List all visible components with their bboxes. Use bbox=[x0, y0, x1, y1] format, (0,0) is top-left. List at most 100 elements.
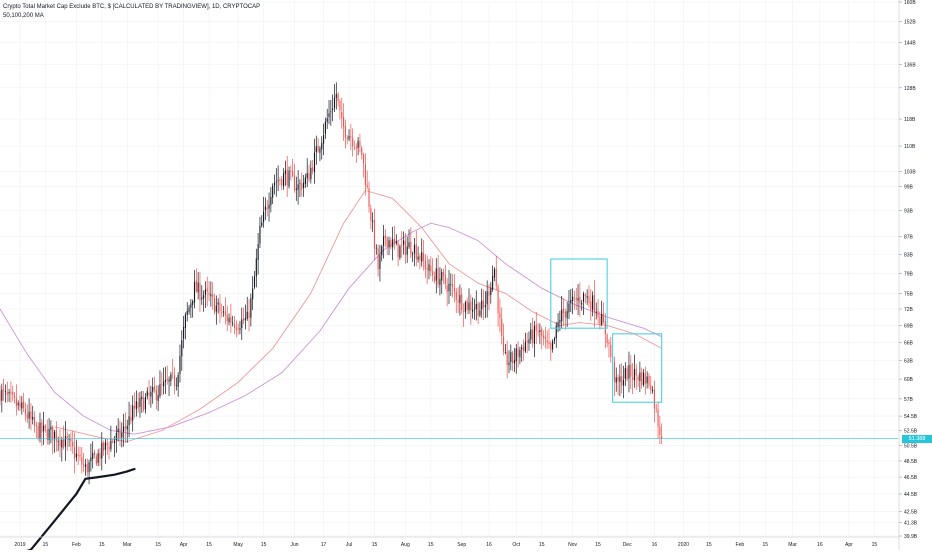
candle bbox=[326, 108, 328, 129]
time-tick-label: 15 bbox=[372, 542, 378, 548]
candle bbox=[183, 315, 185, 349]
candle bbox=[573, 290, 575, 310]
candle-body bbox=[206, 288, 208, 292]
candle bbox=[93, 449, 96, 459]
candle bbox=[343, 103, 345, 141]
candle-body bbox=[388, 240, 390, 247]
candle-body bbox=[141, 396, 143, 399]
candle-body bbox=[455, 291, 457, 300]
candle-body bbox=[153, 386, 156, 391]
candle bbox=[468, 288, 470, 314]
candle-body bbox=[250, 298, 252, 318]
price-tick-label: 110B bbox=[904, 144, 916, 150]
candle-body bbox=[273, 182, 276, 186]
candle-body bbox=[197, 282, 199, 293]
candle-body bbox=[213, 297, 216, 313]
time-tick-label: 15 bbox=[706, 542, 712, 548]
candle-body bbox=[53, 431, 56, 440]
price-tick-label: 39.9B bbox=[904, 534, 918, 540]
candle bbox=[408, 229, 410, 249]
candle bbox=[208, 281, 210, 302]
candle-body bbox=[17, 402, 19, 406]
candle-body bbox=[457, 300, 459, 302]
candle bbox=[377, 244, 379, 277]
candle bbox=[281, 175, 283, 191]
candle-body bbox=[144, 396, 146, 410]
candle bbox=[159, 370, 161, 399]
candle bbox=[361, 146, 363, 160]
candle-body bbox=[472, 309, 474, 312]
candle bbox=[257, 233, 259, 275]
candle-body bbox=[452, 284, 454, 287]
candle bbox=[272, 183, 274, 205]
candle-body bbox=[504, 352, 506, 353]
candle bbox=[284, 160, 286, 186]
candle bbox=[104, 438, 106, 464]
candle bbox=[21, 396, 23, 415]
candle bbox=[482, 289, 485, 321]
candle bbox=[212, 282, 214, 310]
candle-body bbox=[386, 237, 388, 247]
candle-body bbox=[344, 126, 346, 138]
candle bbox=[615, 367, 617, 392]
candle-body bbox=[439, 279, 441, 285]
candle bbox=[542, 330, 545, 346]
candle-body bbox=[406, 246, 408, 255]
candle bbox=[430, 256, 432, 277]
candle bbox=[499, 298, 501, 333]
candle-body bbox=[530, 329, 532, 340]
candle-body bbox=[312, 167, 314, 171]
candle bbox=[3, 378, 5, 401]
candle-body bbox=[106, 443, 108, 446]
candle-body bbox=[572, 296, 574, 302]
candle bbox=[141, 391, 143, 413]
price-tick-label: 44.5B bbox=[904, 492, 918, 498]
chart-legend: Crypto Total Market Cap Exclude BTC, $ [… bbox=[3, 3, 260, 21]
candle bbox=[253, 270, 256, 290]
candle-body bbox=[203, 295, 205, 299]
candle bbox=[428, 259, 430, 280]
candle bbox=[166, 365, 168, 385]
candle bbox=[462, 303, 465, 327]
candle bbox=[397, 240, 399, 267]
candle-body bbox=[168, 379, 170, 382]
candle bbox=[286, 155, 288, 198]
candle-body bbox=[81, 457, 83, 465]
candle bbox=[273, 174, 276, 195]
candle bbox=[46, 419, 48, 445]
candle-body bbox=[541, 328, 543, 337]
candle bbox=[12, 385, 14, 402]
candle-body bbox=[495, 268, 497, 286]
candle bbox=[219, 294, 221, 324]
candle bbox=[368, 181, 370, 213]
candle-body bbox=[437, 268, 439, 285]
candle bbox=[95, 453, 97, 466]
candle bbox=[557, 313, 559, 333]
candle-body bbox=[173, 375, 176, 386]
candle bbox=[83, 452, 85, 472]
candle-body bbox=[12, 392, 14, 396]
candle bbox=[362, 152, 365, 178]
candle-body bbox=[653, 389, 655, 409]
candle-body bbox=[155, 389, 157, 401]
candle bbox=[457, 287, 459, 313]
candle-body bbox=[0, 390, 1, 401]
candle-body bbox=[241, 319, 243, 329]
price-tick-label: 60B bbox=[904, 377, 914, 383]
candle-body bbox=[397, 242, 399, 257]
candle-body bbox=[195, 280, 197, 292]
candle bbox=[99, 447, 101, 466]
candle-body bbox=[183, 327, 185, 339]
candle-body bbox=[464, 302, 466, 312]
candle bbox=[72, 430, 74, 454]
candle bbox=[184, 312, 186, 340]
candle-body bbox=[390, 240, 392, 248]
candle bbox=[1, 383, 3, 413]
candle-body bbox=[90, 457, 92, 461]
candle-body bbox=[553, 338, 555, 341]
candle-body bbox=[86, 463, 88, 473]
candle-body bbox=[215, 305, 217, 312]
candle-body bbox=[417, 256, 419, 260]
candle bbox=[288, 166, 290, 189]
